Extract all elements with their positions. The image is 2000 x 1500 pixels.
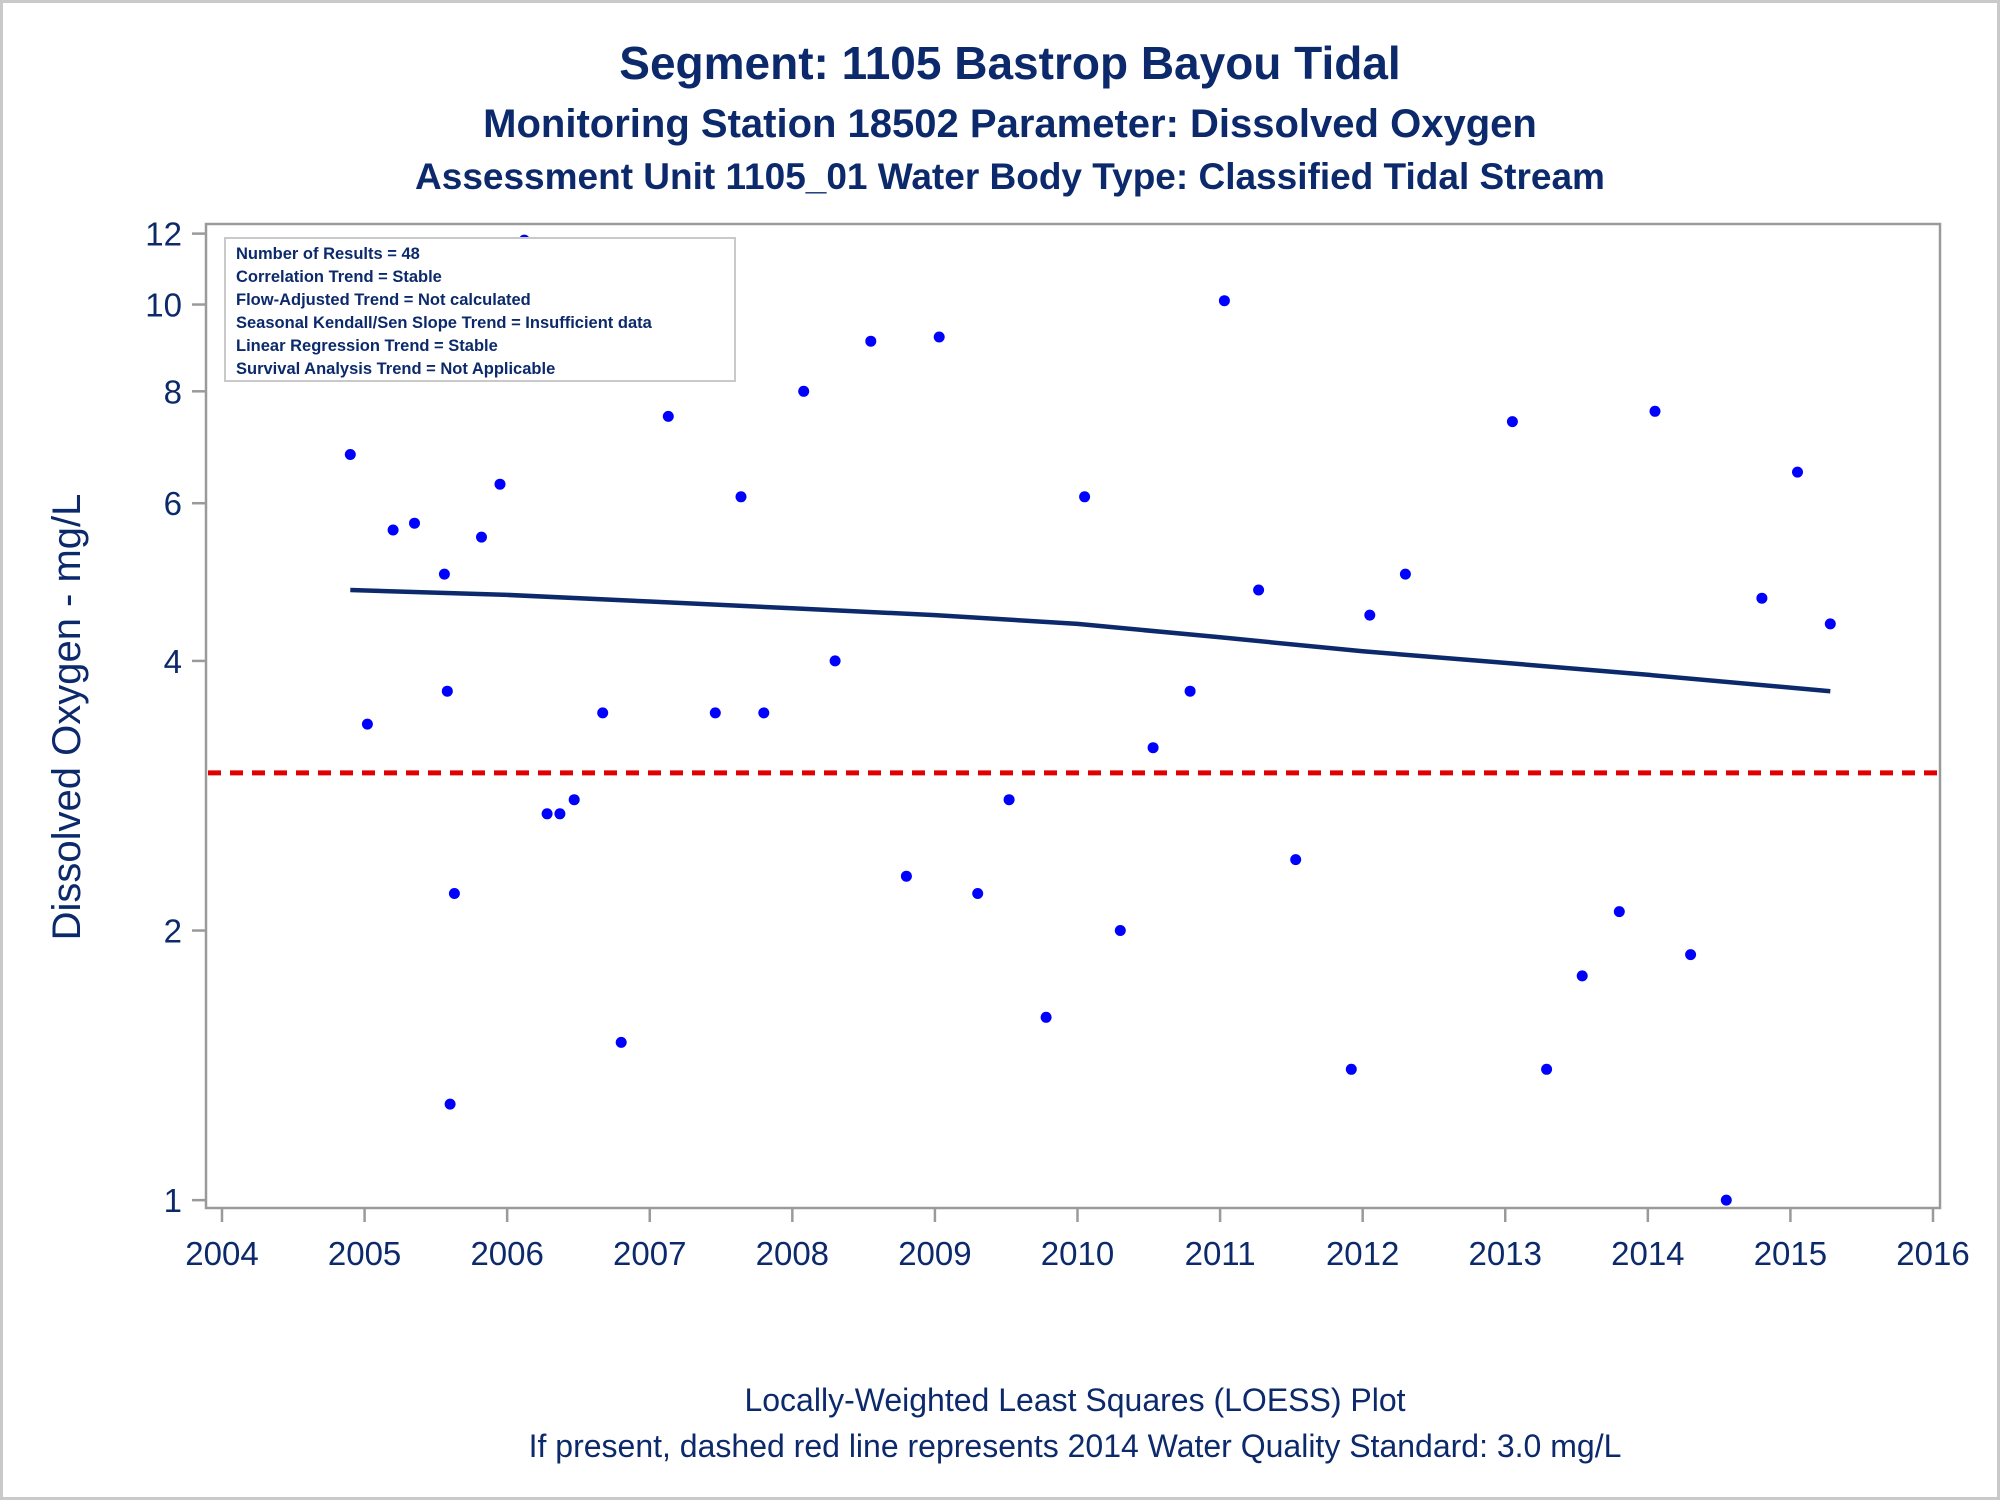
data-point [972,888,984,899]
data-point [494,478,506,490]
data-point [554,808,566,820]
footer-line-2: If present, dashed red line represents 2… [529,1428,1622,1464]
data-point [829,655,841,667]
y-axis-label: Dissolved Oxygen - mg/L [45,494,89,941]
info-line: Seasonal Kendall/Sen Slope Trend = Insuf… [236,314,653,332]
data-point [1345,1063,1357,1075]
chart-title: Segment: 1105 Bastrop Bayou Tidal [619,37,1400,89]
y-tick-label: 8 [164,373,182,410]
x-tick-label: 2007 [613,1235,686,1272]
data-point [476,531,487,543]
info-line: Correlation Trend = Stable [236,268,442,286]
data-point [1720,1194,1732,1206]
data-point [1290,854,1302,866]
data-point [662,410,674,422]
data-point [865,335,877,347]
data-point [798,385,810,397]
y-tick-label: 4 [164,643,182,680]
data-point [1364,609,1376,621]
data-point [735,491,747,503]
data-point [361,718,373,730]
data-point [541,808,553,820]
data-point [1253,584,1265,596]
data-point [1576,970,1588,982]
chart-subtitle: Monitoring Station 18502 Parameter: Diss… [483,102,1537,146]
x-tick-label: 2016 [1896,1235,1969,1272]
data-point [900,870,912,882]
data-point [1079,491,1091,503]
data-point [344,449,356,460]
data-point [387,524,399,536]
chart-subtitle-2: Assessment Unit 1105_01 Water Body Type:… [415,156,1605,197]
data-point [568,794,580,806]
data-points [344,234,1836,1206]
y-tick-label: 6 [164,485,182,522]
info-line: Linear Regression Trend = Stable [236,337,498,355]
data-point [1114,925,1126,936]
data-point [441,685,453,697]
data-point [597,707,609,719]
data-point [1218,295,1230,307]
data-point [409,517,420,529]
data-point [1147,742,1159,754]
x-tick-label: 2005 [328,1235,401,1272]
y-tick-label: 12 [145,216,182,253]
data-point [438,568,450,580]
x-tick-label: 2004 [185,1235,258,1272]
data-point [444,1098,456,1110]
y-tick-label: 2 [164,913,182,950]
data-point [1506,416,1518,428]
data-point [1649,405,1661,417]
y-tick-label: 1 [164,1182,182,1219]
data-point [1399,568,1411,580]
trend-info-box: Number of Results = 48 Correlation Trend… [224,237,736,382]
data-point [615,1036,627,1048]
x-tick-label: 2010 [1041,1235,1114,1272]
x-tick-label: 2009 [898,1235,971,1272]
data-point [1613,906,1625,918]
data-point [448,888,460,899]
data-point [1184,685,1196,697]
x-tick-label: 2015 [1754,1235,1827,1272]
loess-trend-line [350,587,1831,694]
x-axis: 2004 2005 2006 2007 2008 2009 2010 2011 2012 2013… [185,1208,1970,1272]
x-tick-label: 2008 [756,1235,829,1272]
data-point [1040,1011,1052,1023]
info-line: Survival Analysis Trend = Not Applicable [236,360,555,378]
data-point [1541,1063,1553,1075]
data-point [1685,949,1697,961]
data-point [1756,592,1768,604]
data-point [1792,466,1803,478]
x-tick-label: 2014 [1611,1235,1684,1272]
data-point [1824,618,1836,630]
info-line: Number of Results = 48 [236,245,420,263]
x-tick-label: 2013 [1469,1235,1542,1272]
data-point [758,707,770,719]
x-tick-label: 2006 [470,1235,543,1272]
y-tick-label: 10 [145,287,182,324]
info-box-frame [224,237,736,382]
data-point [933,331,945,343]
data-point [709,707,721,719]
info-line: Flow-Adjusted Trend = Not calculated [236,291,531,309]
x-tick-label: 2011 [1185,1235,1256,1272]
plot-area [204,222,1942,1210]
footer-line-1: Locally-Weighted Least Squares (LOESS) P… [744,1382,1405,1418]
data-point [1003,794,1015,806]
x-tick-label: 2012 [1326,1235,1399,1272]
